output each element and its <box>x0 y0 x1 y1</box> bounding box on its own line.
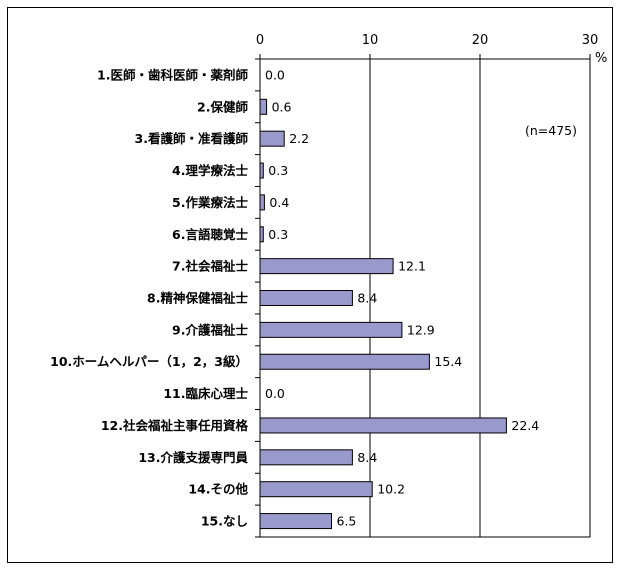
bar <box>260 482 372 497</box>
category-label: 10.ホームヘルパー（1，2，3級） <box>50 354 248 369</box>
category-label: 6.言語聴覚士 <box>172 227 248 242</box>
bar <box>260 259 393 274</box>
x-tick-label: 10 <box>362 33 379 48</box>
category-label: 1.医師・歯科医師・薬剤師 <box>97 67 248 82</box>
category-label: 14.その他 <box>188 482 248 497</box>
bar <box>260 131 284 146</box>
category-label: 15.なし <box>201 514 248 529</box>
bar <box>260 514 332 529</box>
bar <box>260 99 267 114</box>
category-label: 12.社会福祉主事任用資格 <box>101 418 249 433</box>
category-label: 4.理学療法士 <box>172 163 248 178</box>
bar <box>260 354 429 369</box>
value-label: 0.6 <box>272 99 292 114</box>
value-label: 8.4 <box>357 291 377 306</box>
category-label: 5.作業療法士 <box>172 195 248 210</box>
bar <box>260 450 352 465</box>
value-label: 0.0 <box>265 386 285 401</box>
bar-chart: 0 10 20 30 1.医師・歯科医師・薬剤師 0.0 2.保健師 0.6 3.看護師・准看… <box>0 0 622 572</box>
category-label: 3.看護師・准看護師 <box>135 131 249 146</box>
bar <box>260 418 506 433</box>
value-label: 12.9 <box>407 322 435 337</box>
value-label: 0.3 <box>268 227 288 242</box>
value-label: 2.2 <box>289 131 309 146</box>
value-label: 6.5 <box>337 514 357 529</box>
value-label: 8.4 <box>357 450 377 465</box>
unit-label: % <box>595 51 607 66</box>
bar <box>260 227 263 242</box>
x-tick-label: 30 <box>582 33 599 48</box>
bar <box>260 163 263 178</box>
value-label: 15.4 <box>434 354 462 369</box>
sample-note: (n=475) <box>525 123 577 138</box>
x-tick-label: 20 <box>472 33 489 48</box>
bar <box>260 322 402 337</box>
category-label: 9.介護福祉士 <box>172 322 248 337</box>
category-label: 13.介護支援専門員 <box>138 450 248 465</box>
category-label: 7.社会福祉士 <box>172 259 248 274</box>
value-label: 0.4 <box>269 195 289 210</box>
value-label: 22.4 <box>511 418 539 433</box>
value-label: 12.1 <box>398 259 426 274</box>
category-label: 2.保健師 <box>197 99 248 114</box>
value-label: 10.2 <box>377 482 405 497</box>
x-tick-label: 0 <box>256 33 264 48</box>
bar <box>260 291 352 306</box>
bar <box>260 195 264 210</box>
category-label: 8.精神保健福祉士 <box>147 291 248 306</box>
category-label: 11.臨床心理士 <box>163 386 248 401</box>
value-label: 0.0 <box>265 67 285 82</box>
value-label: 0.3 <box>268 163 288 178</box>
